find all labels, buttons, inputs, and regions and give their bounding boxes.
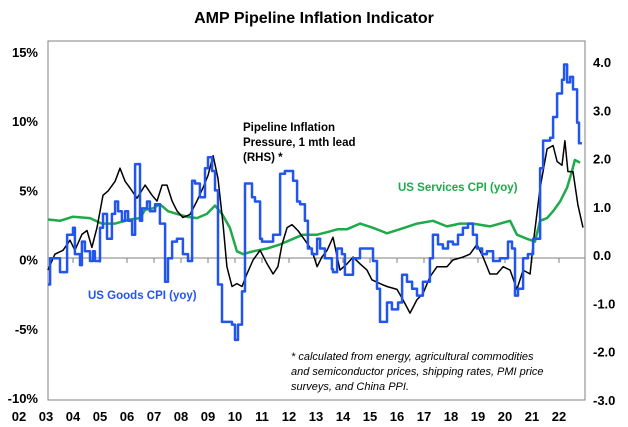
- x-tick-label: 17: [417, 409, 431, 424]
- left-tick-label: 0%: [19, 253, 38, 268]
- left-axis-ticks: 15% 10% 5% 0% -5% -10%: [8, 45, 39, 406]
- right-tick-label: 2.0: [593, 152, 611, 167]
- left-tick-label: -10%: [8, 391, 39, 406]
- x-tick-label: 11: [255, 409, 269, 424]
- pipeline-inflation-line: [47, 139, 584, 314]
- footnote-line: and semiconductor prices, shipping rates…: [291, 366, 544, 378]
- x-axis-ticks: 02 03 04 05 06 07 08 09 10 11 12 13 14 15 16 17 18 19 20 21…: [12, 258, 566, 424]
- left-tick-label: 10%: [12, 114, 38, 129]
- goods-cpi-line: [47, 63, 582, 342]
- x-tick-label: 15: [363, 409, 377, 424]
- right-tick-label: 3.0: [593, 103, 611, 118]
- footnote-line: * calculated from energy, agricultural c…: [291, 351, 534, 363]
- left-tick-label: -5%: [15, 322, 39, 337]
- chart-title: AMP Pipeline Inflation Indicator: [194, 10, 434, 27]
- right-tick-label: 4.0: [593, 55, 611, 70]
- goods-label: US Goods CPI (yoy): [88, 290, 197, 302]
- x-tick-label: 16: [390, 409, 404, 424]
- pipeline-label-line: (RHS) *: [243, 152, 283, 164]
- left-tick-label: 15%: [12, 45, 38, 60]
- x-tick-label: 14: [336, 409, 351, 424]
- footnote: * calculated from energy, agricultural c…: [291, 351, 547, 393]
- left-tick-label: 5%: [19, 183, 38, 198]
- right-tick-label: -3.0: [593, 393, 615, 408]
- x-tick-label: 07: [147, 409, 161, 424]
- x-tick-label: 05: [93, 409, 107, 424]
- x-tick-label: 06: [120, 409, 134, 424]
- pipeline-label-line: Pipeline Inflation: [243, 122, 335, 134]
- right-tick-label: 0.0: [593, 248, 611, 263]
- x-tick-label: 21: [525, 409, 539, 424]
- x-tick-label: 13: [309, 409, 323, 424]
- footnote-line: surveys, and China PPI.: [291, 381, 409, 393]
- right-tick-label: 1.0: [593, 200, 611, 215]
- x-tick-label: 04: [66, 409, 81, 424]
- x-tick-label: 22: [552, 409, 566, 424]
- right-tick-label: -1.0: [593, 296, 615, 311]
- x-tick-label: 20: [498, 409, 512, 424]
- x-tick-label: 03: [39, 409, 53, 424]
- x-tick-label: 09: [201, 409, 215, 424]
- x-tick-label: 12: [282, 409, 296, 424]
- x-tick-label: 18: [444, 409, 458, 424]
- pipeline-label: Pipeline Inflation Pressure, 1 mth lead …: [243, 122, 359, 164]
- x-tick-label: 02: [12, 409, 26, 424]
- right-tick-label: -2.0: [593, 345, 615, 360]
- series-lines: [47, 63, 584, 342]
- x-tick-label: 10: [228, 409, 242, 424]
- x-tick-label: 08: [174, 409, 188, 424]
- services-cpi-line: [47, 158, 581, 256]
- pipeline-label-line: Pressure, 1 mth lead: [243, 137, 356, 149]
- right-axis-ticks: 4.0 3.0 2.0 1.0 0.0 -1.0 -2.0 -3.0: [593, 55, 615, 408]
- x-tick-label: 19: [471, 409, 485, 424]
- services-label: US Services CPI (yoy): [398, 182, 518, 194]
